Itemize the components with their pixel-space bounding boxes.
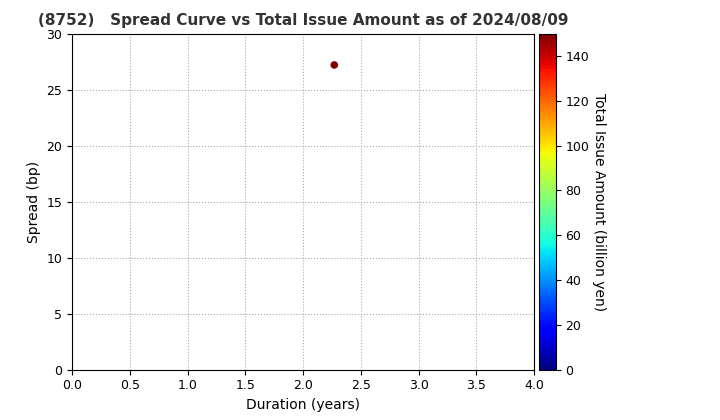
Y-axis label: Total Issue Amount (billion yen): Total Issue Amount (billion yen)	[592, 92, 606, 311]
Title: (8752)   Spread Curve vs Total Issue Amount as of 2024/08/09: (8752) Spread Curve vs Total Issue Amoun…	[38, 13, 568, 28]
X-axis label: Duration (years): Duration (years)	[246, 398, 360, 412]
Y-axis label: Spread (bp): Spread (bp)	[27, 160, 41, 243]
Point	[328, 62, 340, 68]
